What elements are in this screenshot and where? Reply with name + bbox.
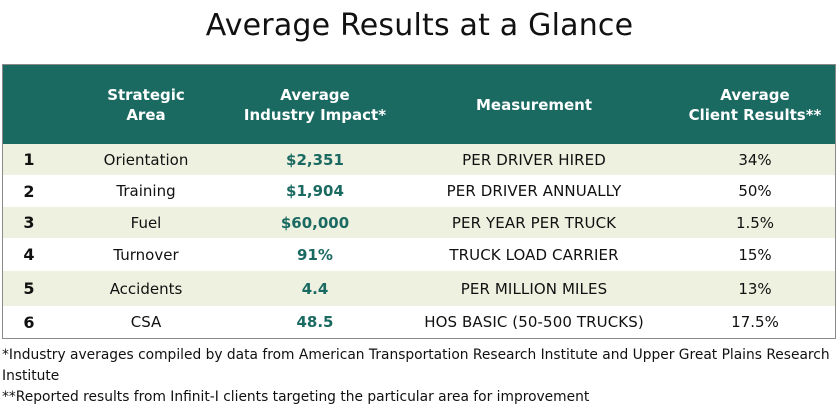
- row-number: 3: [23, 213, 35, 232]
- measurement-cell: PER YEAR PER TRUCK: [451, 213, 617, 232]
- measurement-cell: PER DRIVER ANNUALLY: [446, 182, 622, 200]
- industry-impact-cell: 4.4: [301, 279, 329, 298]
- strategic-area-cell: Fuel: [130, 213, 162, 232]
- header-strategic-area: Strategic Area: [107, 85, 185, 124]
- client-results-cell: 1.5%: [735, 213, 775, 232]
- table-row: 1 Orientation $2,351 PER DRIVER HIRED 34…: [3, 144, 835, 175]
- header-measurement: Measurement: [475, 95, 593, 114]
- measurement-cell: PER MILLION MILES: [460, 279, 608, 298]
- row-number: 5: [23, 279, 35, 298]
- table-row: 5 Accidents 4.4 PER MILLION MILES 13%: [3, 271, 835, 306]
- industry-impact-cell: $1,904: [286, 182, 344, 200]
- strategic-area-cell: Training: [116, 182, 176, 200]
- client-results-cell: 15%: [738, 245, 772, 264]
- client-results-cell: 17.5%: [731, 313, 779, 331]
- table-row: 3 Fuel $60,000 PER YEAR PER TRUCK 1.5%: [3, 207, 835, 238]
- row-number: 4: [23, 245, 35, 264]
- page-title: Average Results at a Glance: [205, 8, 634, 43]
- footnote-reported-results: **Reported results from Infinit-I client…: [2, 389, 590, 405]
- table-row: 2 Training $1,904 PER DRIVER ANNUALLY 50…: [3, 175, 835, 207]
- table-row: 6 CSA 48.5 HOS BASIC (50-500 TRUCKS) 17.…: [3, 306, 835, 338]
- client-results-cell: 13%: [738, 279, 772, 298]
- row-number: 1: [23, 150, 35, 169]
- table-header: Strategic Area Average Industry Impact* Me…: [3, 65, 835, 144]
- table-row: 4 Turnover 91% TRUCK LOAD CARRIER 15%: [3, 238, 835, 271]
- measurement-cell: PER DRIVER HIRED: [462, 150, 606, 169]
- strategic-area-cell: CSA: [130, 313, 162, 331]
- industry-impact-cell: $60,000: [280, 213, 350, 232]
- header-industry-impact: Average Industry Impact*: [243, 85, 387, 124]
- footnotes: *Industry averages compiled by data from…: [2, 345, 836, 408]
- client-results-cell: 34%: [738, 150, 772, 169]
- results-table: Strategic Area Average Industry Impact* Me…: [2, 64, 836, 339]
- strategic-area-cell: Turnover: [113, 245, 179, 264]
- header-client-results: Average Client Results**: [688, 85, 822, 124]
- industry-impact-cell: 91%: [297, 245, 333, 264]
- measurement-cell: TRUCK LOAD CARRIER: [449, 245, 619, 264]
- industry-impact-cell: 48.5: [296, 313, 334, 331]
- row-number: 2: [23, 181, 35, 201]
- row-number: 6: [23, 312, 35, 332]
- strategic-area-cell: Accidents: [109, 279, 183, 298]
- client-results-cell: 50%: [738, 182, 772, 200]
- strategic-area-cell: Orientation: [103, 150, 189, 169]
- footnote-industry-averages: *Industry averages compiled by data from…: [2, 347, 830, 384]
- industry-impact-cell: $2,351: [286, 150, 344, 169]
- header-number-cell: [3, 65, 55, 144]
- measurement-cell: HOS BASIC (50-500 TRUCKS): [424, 313, 644, 331]
